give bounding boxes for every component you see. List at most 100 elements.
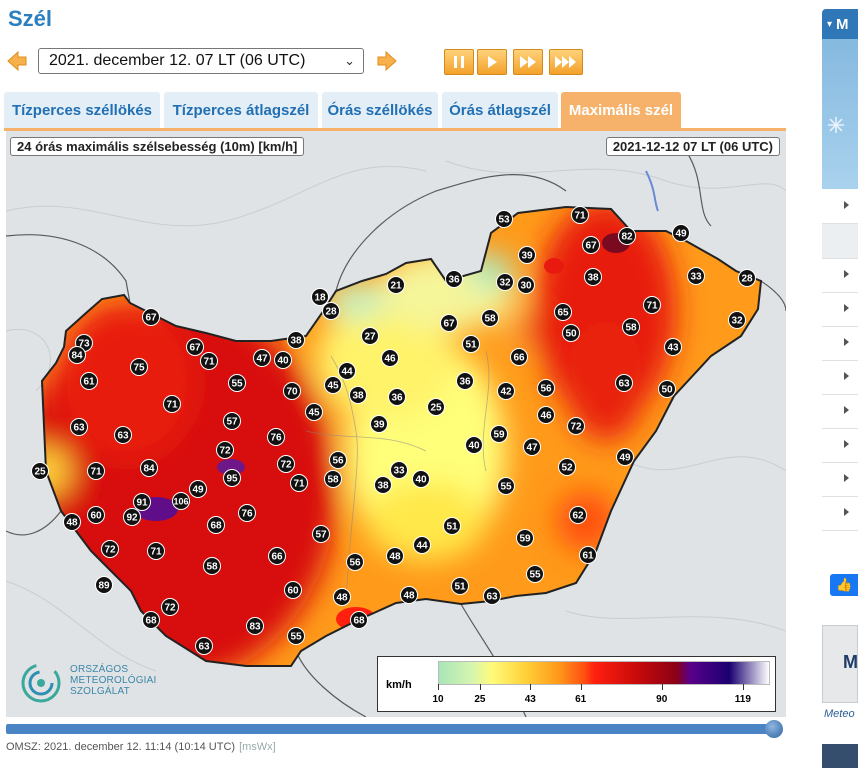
sidebar-promo-box[interactable]: M bbox=[822, 625, 858, 703]
station-value: 59 bbox=[493, 430, 505, 441]
chevron-right-icon bbox=[844, 508, 849, 516]
chevron-down-icon: ⌄ bbox=[344, 53, 355, 68]
sidebar-header[interactable]: ▾ M bbox=[822, 9, 858, 39]
station-dot bbox=[63, 513, 81, 531]
sidebar-item-10[interactable] bbox=[822, 497, 858, 531]
station-dot bbox=[516, 529, 534, 547]
station-value: 72 bbox=[164, 603, 176, 614]
logo-line-2: METEOROLÓGIAI bbox=[70, 675, 157, 686]
station-dot bbox=[68, 346, 86, 364]
station-dot bbox=[443, 517, 461, 535]
station-value: 38 bbox=[290, 336, 302, 347]
sidebar-item-2[interactable] bbox=[822, 224, 858, 259]
wind-map-svg: 53 71 82 49 39 67 38 33 28 36 32 30 21 18 28 67 58 65 71 32… bbox=[6, 131, 786, 717]
chevron-right-icon bbox=[844, 338, 849, 346]
legend-tick-mark bbox=[479, 684, 481, 690]
station-dot bbox=[370, 415, 388, 433]
chevron-down-icon: ▾ bbox=[827, 18, 833, 30]
station-value: 56 bbox=[332, 456, 344, 467]
map-title: 24 órás maximális szélsebesség (10m) [km… bbox=[10, 137, 305, 156]
station-value: 71 bbox=[646, 301, 658, 312]
station-dot bbox=[349, 386, 367, 404]
station-dot bbox=[238, 504, 256, 522]
station-value: 40 bbox=[277, 356, 289, 367]
station-dot bbox=[400, 586, 418, 604]
station-value: 46 bbox=[384, 354, 396, 365]
omsz-logo: ORSZÁGOS METEOROLÓGIAI SZOLGÁLAT bbox=[18, 656, 178, 710]
tab-maximalis-szel[interactable]: Maximális szél bbox=[561, 92, 681, 128]
station-value: 48 bbox=[66, 518, 78, 529]
footer: OMSZ: 2021. december 12. 11:14 (10:14 UT… bbox=[6, 741, 276, 753]
legend-tick-label: 25 bbox=[474, 694, 486, 705]
station-value: 28 bbox=[325, 307, 337, 318]
station-dot bbox=[114, 426, 132, 444]
station-dot bbox=[496, 273, 514, 291]
station-dot bbox=[664, 338, 682, 356]
station-dot bbox=[87, 506, 105, 524]
station-value: 66 bbox=[513, 353, 525, 364]
sidebar-item-3[interactable] bbox=[822, 259, 858, 293]
station-value: 43 bbox=[667, 343, 679, 354]
pause-button[interactable] bbox=[444, 49, 474, 75]
station-dot bbox=[207, 516, 225, 534]
tab-tizperces-szellokes[interactable]: Tízperces széllökés bbox=[4, 92, 160, 128]
date-select[interactable]: 2021. december 12. 07 LT (06 UTC) ⌄ bbox=[38, 48, 364, 74]
pause-icon bbox=[454, 56, 464, 68]
station-dot bbox=[579, 546, 597, 564]
play-button[interactable] bbox=[477, 49, 507, 75]
station-dot bbox=[388, 388, 406, 406]
station-dot bbox=[495, 210, 513, 228]
fast-forward-button[interactable] bbox=[513, 49, 543, 75]
sidebar-item-5[interactable] bbox=[822, 327, 858, 361]
legend-unit: km/h bbox=[386, 679, 412, 691]
station-value: 71 bbox=[574, 211, 586, 222]
station-dot bbox=[87, 462, 105, 480]
station-dot bbox=[510, 348, 528, 366]
station-dot bbox=[517, 276, 535, 294]
station-dot bbox=[195, 637, 213, 655]
tab-oras-atlagszel[interactable]: Órás átlagszél bbox=[442, 92, 558, 128]
station-dot bbox=[615, 374, 633, 392]
tab-tizperces-atlagszel[interactable]: Tízperces átlagszél bbox=[164, 92, 318, 128]
sidebar-item-1[interactable] bbox=[822, 190, 858, 224]
thumbs-up-icon: 👍 bbox=[836, 577, 853, 592]
next-arrow-icon[interactable] bbox=[376, 50, 398, 72]
wind-map[interactable]: 53 71 82 49 39 67 38 33 28 36 32 30 21 18 28 67 58 65 71 32… bbox=[6, 131, 786, 717]
facebook-like-button[interactable]: 👍 bbox=[830, 574, 858, 596]
station-dot bbox=[228, 374, 246, 392]
station-dot bbox=[618, 227, 636, 245]
station-value: 63 bbox=[618, 379, 630, 390]
sidebar-item-4[interactable] bbox=[822, 293, 858, 327]
station-dot bbox=[537, 406, 555, 424]
station-dot bbox=[216, 441, 234, 459]
sidebar-item-7[interactable] bbox=[822, 395, 858, 429]
sidebar-item-6[interactable] bbox=[822, 361, 858, 395]
sidebar-item-9[interactable] bbox=[822, 463, 858, 497]
prev-arrow-icon[interactable] bbox=[6, 50, 28, 72]
sidebar-item-8[interactable] bbox=[822, 429, 858, 463]
station-value: 44 bbox=[416, 541, 428, 552]
station-dot bbox=[253, 349, 271, 367]
station-dot bbox=[329, 451, 347, 469]
station-dot bbox=[440, 314, 458, 332]
station-dot bbox=[445, 270, 463, 288]
station-value: 33 bbox=[393, 466, 405, 477]
time-slider-track[interactable] bbox=[6, 724, 776, 734]
station-dot bbox=[333, 588, 351, 606]
station-dot bbox=[582, 236, 600, 254]
legend-tick-mark bbox=[742, 684, 744, 690]
fastest-forward-button[interactable] bbox=[549, 49, 583, 75]
tab-underline bbox=[4, 128, 786, 131]
station-value: 60 bbox=[287, 586, 299, 597]
station-value: 47 bbox=[256, 354, 268, 365]
tab-oras-szellokes[interactable]: Órás széllökés bbox=[322, 92, 438, 128]
station-value: 58 bbox=[625, 323, 637, 334]
station-value: 33 bbox=[690, 272, 702, 283]
station-value: 72 bbox=[570, 422, 582, 433]
station-dot bbox=[616, 448, 634, 466]
station-value: 28 bbox=[741, 274, 753, 285]
station-value: 68 bbox=[210, 521, 222, 532]
chevron-right-icon bbox=[844, 474, 849, 482]
time-slider-handle[interactable] bbox=[765, 720, 783, 738]
station-value: 56 bbox=[540, 384, 552, 395]
